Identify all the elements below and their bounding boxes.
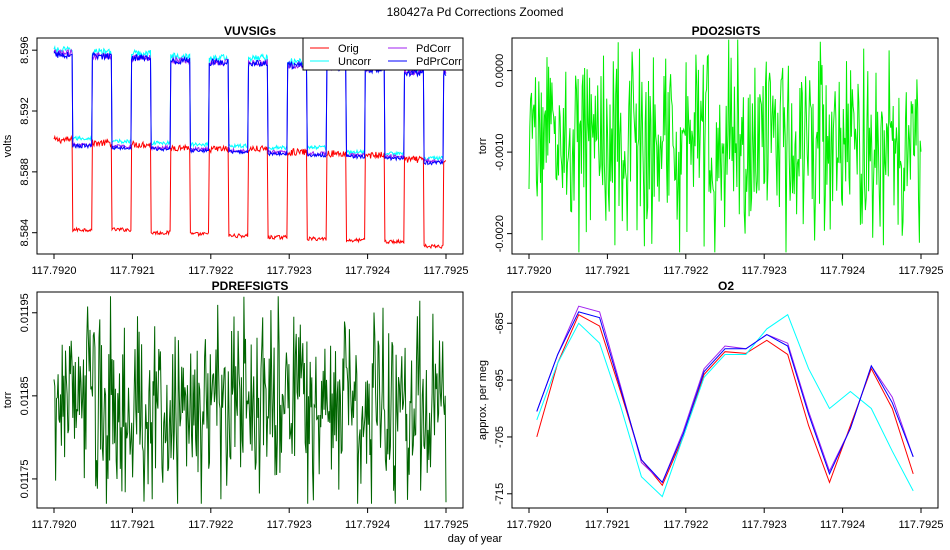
y-tick-label: 0.01175 xyxy=(19,459,31,498)
series-line-pdrefsigts xyxy=(53,296,447,504)
x-tick-label: 117.7924 xyxy=(820,519,865,531)
series-line-uncorr xyxy=(536,313,914,498)
y-tick-label: -715 xyxy=(494,483,506,505)
series-line-orig xyxy=(53,134,447,250)
legend-label-orig: Orig xyxy=(338,43,359,55)
x-tick-label: 117.7922 xyxy=(188,519,233,531)
plot-area: 117.7920 117.7921 117.7922 117.7923 117.7924… xyxy=(494,39,944,277)
plot-frame xyxy=(511,291,939,509)
legend: Orig Uncorr PdCorr PdPrCorr xyxy=(302,37,464,71)
plot-area: 117.7920 117.7921 117.7922 117.7923 117.7924… xyxy=(19,293,469,531)
plot-frame xyxy=(36,37,464,255)
x-tick-label: 117.7924 xyxy=(820,265,865,277)
x-tick-label: 117.7925 xyxy=(898,265,943,277)
panel-title: PDREFSIGTS xyxy=(212,279,289,293)
x-tick-label: 117.7925 xyxy=(898,519,943,531)
panel-vuvsigs: VUVSIGs volts 117.7920 117.7921 117.7922 11… xyxy=(2,24,469,277)
y-axis-label: volts xyxy=(2,134,14,157)
series-line-orig xyxy=(536,313,914,487)
legend-label-uncorr: Uncorr xyxy=(338,56,371,68)
y-tick-label: 0.01185 xyxy=(19,376,31,415)
y-tick-label: 8.596 xyxy=(19,36,31,64)
x-tick-label: 117.7920 xyxy=(506,265,551,277)
panel-title: VUVSIGs xyxy=(224,24,276,38)
x-tick-label: 117.7925 xyxy=(423,519,468,531)
x-tick-label: 117.7922 xyxy=(188,265,233,277)
x-tick-label: 117.7923 xyxy=(267,519,312,531)
series-line-pdcorr xyxy=(536,305,914,484)
panel-pdrefsigts: PDREFSIGTS torr 117.7920 117.7921 117.7922… xyxy=(2,279,469,531)
legend-box xyxy=(302,37,464,71)
panel-title: O2 xyxy=(718,279,734,293)
y-tick-label: -685 xyxy=(494,312,506,334)
x-tick-label: 117.7921 xyxy=(110,519,155,531)
y-axis-label: torr xyxy=(2,391,14,408)
x-tick-label: 117.7923 xyxy=(742,265,787,277)
legend-label-pdprcorr: PdPrCorr xyxy=(416,56,462,68)
x-tick-label: 117.7924 xyxy=(345,265,390,277)
x-axis-label: day of year xyxy=(448,533,503,545)
x-tick-label: 117.7920 xyxy=(31,265,76,277)
y-tick-label: 8.588 xyxy=(19,158,31,186)
x-tick-label: 117.7925 xyxy=(423,265,468,277)
x-tick-label: 117.7920 xyxy=(506,519,551,531)
x-tick-label: 117.7924 xyxy=(345,519,390,531)
y-tick-label: -0.0010 xyxy=(494,133,506,170)
plot-frame xyxy=(36,291,464,509)
x-tick-label: 117.7920 xyxy=(31,519,76,531)
series-line-pdo2sigts xyxy=(528,39,922,253)
panel-pdo2sigts: PDO2SIGTS torr 117.7920 117.7921 117.7922 1… xyxy=(477,24,944,277)
y-tick-label: -705 xyxy=(494,426,506,448)
legend-label-pdcorr: PdCorr xyxy=(416,43,451,55)
y-tick-label: 8.584 xyxy=(19,219,31,247)
y-tick-label: -0.0020 xyxy=(494,215,506,252)
x-tick-label: 117.7923 xyxy=(267,265,312,277)
x-tick-label: 117.7923 xyxy=(742,519,787,531)
y-tick-label: 8.592 xyxy=(19,97,31,125)
y-axis-label: torr xyxy=(477,137,489,154)
x-tick-label: 117.7921 xyxy=(585,519,630,531)
y-tick-label: 0.01195 xyxy=(19,293,31,332)
x-tick-label: 117.7921 xyxy=(585,265,630,277)
y-tick-label: 0.0000 xyxy=(494,54,506,88)
panel-o2: O2 approx. per meg 117.7920 117.7921 117.7… xyxy=(477,279,944,531)
plot-area: 117.7920 117.7921 117.7922 117.7923 117.7924… xyxy=(494,305,944,531)
y-tick-label: -695 xyxy=(494,369,506,391)
y-axis-label: approx. per meg xyxy=(477,360,489,440)
series-line-pdprcorr xyxy=(53,50,447,166)
series-line-pdprcorr xyxy=(536,311,914,484)
plot-area: 117.7920 117.7921 117.7922 117.7923 117.7924… xyxy=(19,36,469,277)
x-tick-label: 117.7922 xyxy=(663,265,708,277)
x-tick-label: 117.7922 xyxy=(663,519,708,531)
plot-frame xyxy=(511,37,939,255)
x-tick-label: 117.7921 xyxy=(110,265,155,277)
figure-suptitle: 180427a Pd Corrections Zoomed xyxy=(387,5,564,19)
panel-title: PDO2SIGTS xyxy=(692,24,761,38)
